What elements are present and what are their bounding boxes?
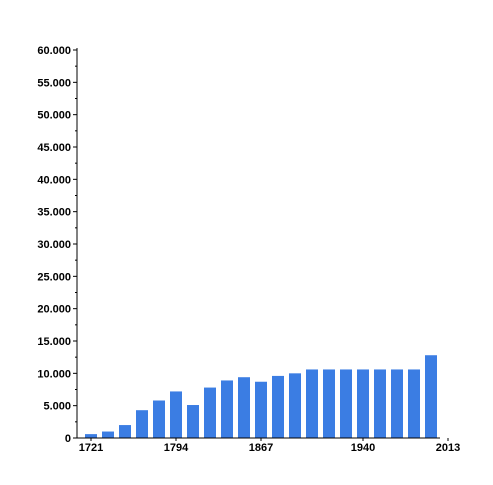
bar — [187, 405, 199, 438]
bar — [119, 425, 131, 438]
y-tick-label: 20.000 — [37, 304, 71, 316]
y-tick-label: 25.000 — [37, 271, 71, 283]
y-tick-label: 35.000 — [37, 207, 71, 219]
y-tick-label: 40.000 — [37, 174, 71, 186]
bar — [170, 391, 182, 438]
y-tick-label: 60.000 — [37, 45, 71, 57]
x-tick-label: 1721 — [79, 442, 103, 454]
bar — [425, 355, 437, 438]
bar — [255, 381, 267, 438]
y-tick-label: 30.000 — [37, 239, 71, 251]
bar — [85, 434, 97, 438]
x-tick-label: 1867 — [249, 442, 273, 454]
bar — [153, 400, 165, 438]
bar — [238, 377, 250, 438]
bar — [102, 431, 114, 438]
bar — [221, 380, 233, 438]
y-tick-label: 10.000 — [37, 368, 71, 380]
bars-group — [85, 355, 437, 438]
x-axis: 1721 1794 1867 1940 2013 — [77, 437, 460, 454]
bar — [204, 387, 216, 438]
y-tick-label: 45.000 — [37, 142, 71, 154]
bar — [136, 410, 148, 438]
bar — [340, 369, 352, 438]
bar — [289, 373, 301, 438]
bar — [357, 369, 369, 438]
y-tick-label: 5.000 — [43, 401, 71, 413]
bar — [323, 369, 335, 438]
x-tick-label: 2013 — [436, 442, 460, 454]
bar — [408, 369, 420, 438]
y-tick-label: 50.000 — [37, 110, 71, 122]
x-tick-label: 1794 — [164, 442, 189, 454]
bar — [374, 369, 386, 438]
bar — [391, 369, 403, 438]
y-tick-label: 15.000 — [37, 336, 71, 348]
bar — [306, 369, 318, 438]
bar — [272, 375, 284, 438]
x-tick-label: 1940 — [351, 442, 375, 454]
y-tick-label: 0 — [65, 433, 71, 445]
y-tick-label: 55.000 — [37, 77, 71, 89]
y-axis: 0 5.000 10.000 15.000 20.000 25.000 30.000 35.0… — [37, 45, 78, 445]
